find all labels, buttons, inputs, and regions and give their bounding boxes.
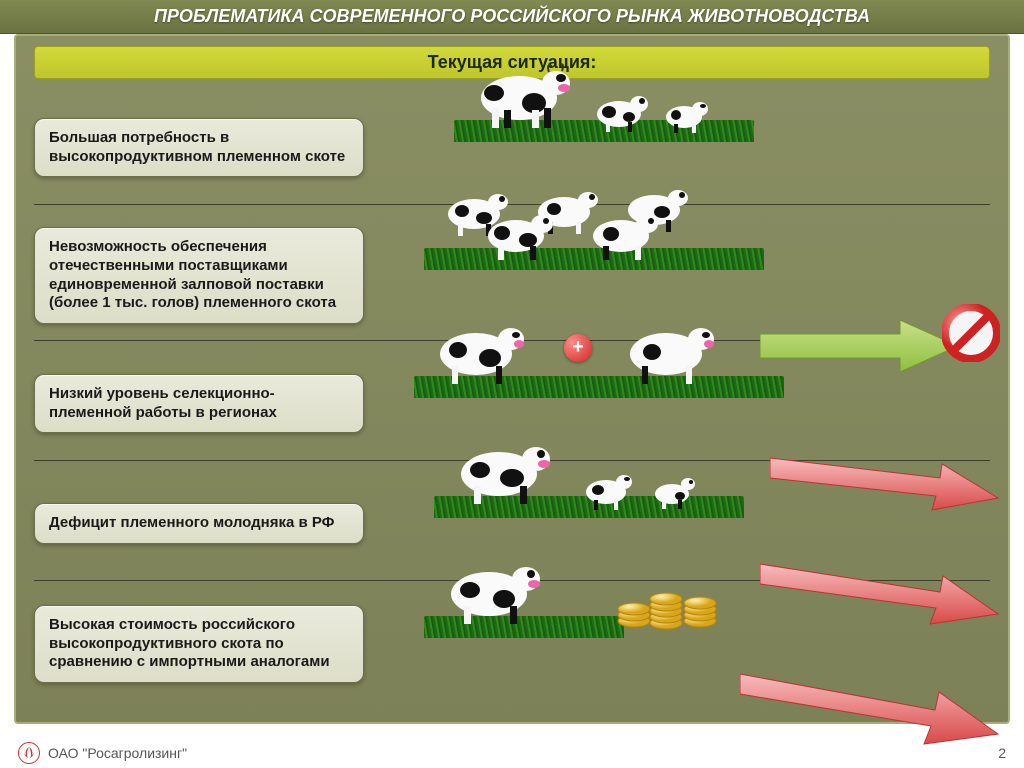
calf-icon xyxy=(644,466,702,510)
row-5: Высокая стоимость российского высокопрод… xyxy=(34,589,990,701)
content-area: Текущая ситуация: Большая потребность в … xyxy=(14,34,1010,724)
slide: ПРОБЛЕМАТИКА СОВРЕМЕННОГО РОССИЙСКОГО РЫ… xyxy=(0,0,1024,768)
footer: ОАО "Росагролизинг" 2 xyxy=(0,742,1024,764)
cow-icon xyxy=(579,198,664,260)
coins-icon xyxy=(614,561,724,636)
calf-icon xyxy=(584,82,654,132)
company-name: ОАО "Росагролизинг" xyxy=(48,745,187,761)
cow-icon xyxy=(474,198,559,260)
row-4-text: Дефицит племенного молодняка в РФ xyxy=(34,503,364,544)
row-1-text: Большая потребность в высокопродуктивном… xyxy=(34,118,364,178)
cow-icon xyxy=(444,424,554,504)
calf-icon xyxy=(574,462,639,510)
slide-title: ПРОБЛЕМАТИКА СОВРЕМЕННОГО РОССИЙСКОГО РЫ… xyxy=(0,0,1024,34)
cow-icon xyxy=(614,306,719,384)
cow-icon xyxy=(424,306,529,384)
row-5-text: Высокая стоимость российского высокопрод… xyxy=(34,605,364,683)
row-2-text: Невозможность обеспечения отечественными… xyxy=(34,227,364,324)
calf-icon xyxy=(654,89,714,134)
page-number: 2 xyxy=(998,745,1006,761)
plus-icon: + xyxy=(564,334,592,362)
cow-icon xyxy=(464,48,574,128)
cow-icon xyxy=(434,544,544,624)
row-3-text: Низкий уровень селекционно-племенной раб… xyxy=(34,374,364,434)
company-logo-icon xyxy=(18,742,40,764)
